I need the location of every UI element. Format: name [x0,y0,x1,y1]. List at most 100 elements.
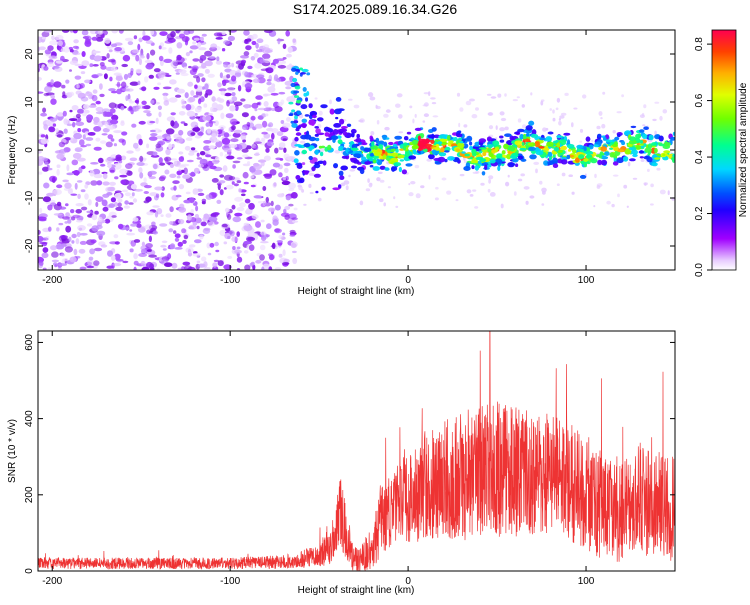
heatmap-cell [194,106,202,113]
heatmap-cell [121,81,127,89]
heatmap-cell [188,30,195,34]
heatmap-cell [172,60,178,66]
heatmap-cell [72,45,79,49]
heatmap-cell [87,258,94,266]
heatmap-cell [300,140,306,144]
heatmap-cell [139,172,144,179]
heatmap-cell [100,140,107,144]
heatmap-cell [643,104,647,109]
heatmap-cell [529,154,537,160]
heatmap-cell [499,111,505,116]
heatmap-cell [146,211,155,216]
heatmap-cell [552,163,559,168]
heatmap-cell [274,106,283,113]
heatmap-cell [95,201,99,207]
heatmap-cell [157,105,162,111]
heatmap-cell [545,136,553,142]
heatmap-cell [140,55,145,59]
heatmap-cell [261,113,267,118]
heatmap-cell [663,142,671,147]
heatmap-cell [76,219,83,223]
heatmap-cell [557,149,563,154]
heatmap-cell [69,118,78,122]
heatmap-cell [225,113,234,119]
heatmap-cell [287,155,296,162]
heatmap-cell [285,195,291,201]
heatmap-cell [51,35,55,41]
heatmap-cell [158,45,162,50]
heatmap-cell [640,159,645,162]
snr-x-axis-label: Height of straight line (km) [298,585,415,596]
heatmap-cell [294,144,302,147]
heatmap-cell [109,169,115,173]
heatmap-cell [155,117,159,125]
heatmap-cell [93,146,102,151]
heatmap-cell [558,120,562,126]
heatmap-cell [110,197,116,203]
heatmap-cell [165,128,175,135]
heatmap-cell [308,119,316,126]
heatmap-cell [42,247,49,253]
heatmap-cell [386,149,392,154]
heatmap-cell [38,76,42,81]
heatmap-cell [133,260,139,266]
heatmap-cell [187,81,194,87]
heatmap-cell [196,152,200,157]
heatmap-cell [290,243,297,249]
heatmap-cell [223,61,229,68]
heatmap-cell [254,108,258,112]
heatmap-cell [108,88,116,92]
heatmap-cell [414,127,422,131]
heatmap-cell [47,167,53,171]
heatmap-cell [42,267,47,270]
heatmap-cell [672,131,675,136]
heatmap-cell [118,30,124,34]
heatmap-cell [629,158,636,162]
heatmap-cell [552,151,558,155]
heatmap-cell [393,162,402,167]
heatmap-cell [53,81,62,88]
heatmap-cell [227,35,235,42]
heatmap-cell [96,73,103,77]
heatmap-cell [534,147,541,152]
heatmap-cell [120,105,125,111]
heatmap-cell [186,214,192,221]
heatmap-cell [50,245,57,251]
heatmap-cell [622,156,629,162]
heatmap-cell [301,68,309,73]
heatmap-cell [228,127,232,133]
heatmap-cell [38,159,44,166]
heatmap-cell [605,139,614,143]
heatmap-cell [278,172,283,178]
heatmap-cell [109,181,116,186]
heatmap-cell [262,263,270,270]
heatmap-cell [38,91,44,94]
heatmap-cell [260,241,269,244]
heatmap-cell [217,134,221,138]
heatmap-cell [343,180,350,185]
heatmap-cell [64,182,72,189]
heatmap-cell [65,212,70,218]
heatmap-cell [609,152,615,158]
heatmap-cell [216,97,222,102]
heatmap-cell [241,148,249,153]
heatmap-cell [41,237,49,241]
heatmap-cell [626,205,629,208]
heatmap-cell [481,171,486,176]
heatmap-cell [238,188,242,193]
heatmap-cell [250,56,256,61]
heatmap-cell [244,198,251,204]
heatmap-cell [196,260,201,264]
heatmap-cell [482,151,487,157]
heatmap-cell [214,120,219,126]
heatmap-cell [567,149,572,152]
heatmap-cell [370,136,374,142]
heatmap-cell [278,235,283,239]
heatmap-cell [232,216,242,223]
heatmap-cell [535,150,544,156]
heatmap-cell [301,123,307,128]
heatmap-cell [291,217,298,221]
heatmap-cell [597,159,603,165]
heatmap-cell [231,62,235,68]
heatmap-cell [173,230,177,235]
